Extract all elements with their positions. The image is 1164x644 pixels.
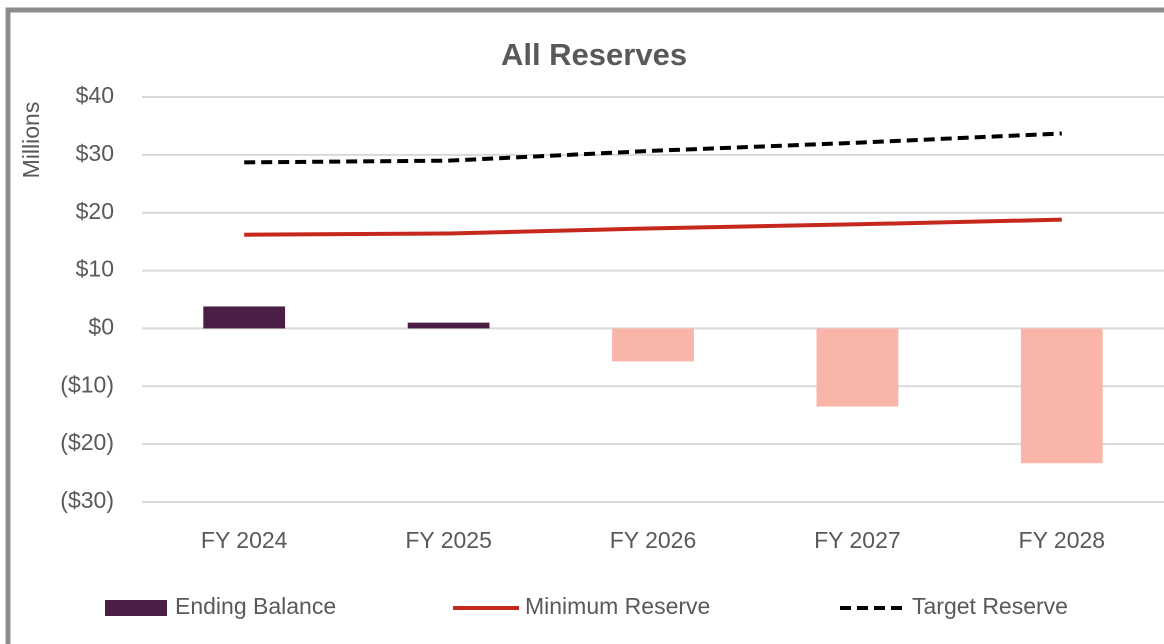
bar bbox=[203, 306, 286, 329]
bar bbox=[407, 322, 490, 329]
bar bbox=[1020, 328, 1103, 464]
bar bbox=[612, 328, 694, 362]
frame bbox=[5, 7, 1164, 644]
legend-swatch bbox=[105, 600, 167, 616]
y-axis-label: Millions bbox=[18, 102, 44, 179]
chart-title: All Reserves bbox=[501, 37, 687, 72]
x-tick-label: FY 2024 bbox=[201, 527, 288, 553]
x-tick-label: FY 2028 bbox=[1019, 527, 1106, 553]
line bbox=[244, 217, 1062, 237]
y-tick-label: $20 bbox=[76, 198, 114, 224]
y-tick-label: ($20) bbox=[60, 429, 114, 455]
y-tick-label: $0 bbox=[88, 314, 114, 340]
line bbox=[244, 131, 1062, 165]
x-tick-label: FY 2025 bbox=[405, 527, 492, 553]
y-tick-label: $30 bbox=[76, 140, 114, 166]
bar bbox=[816, 328, 899, 407]
y-tick-label: $40 bbox=[76, 82, 114, 108]
y-tick-label: $10 bbox=[76, 256, 114, 282]
x-tick-label: FY 2027 bbox=[814, 527, 901, 553]
legend-label: Minimum Reserve bbox=[525, 593, 710, 619]
legend-label: Target Reserve bbox=[912, 593, 1068, 619]
x-tick-label: FY 2026 bbox=[610, 527, 697, 553]
y-tick-label: ($30) bbox=[60, 487, 114, 513]
legend-label: Ending Balance bbox=[175, 593, 336, 619]
y-tick-label: ($10) bbox=[60, 371, 114, 397]
